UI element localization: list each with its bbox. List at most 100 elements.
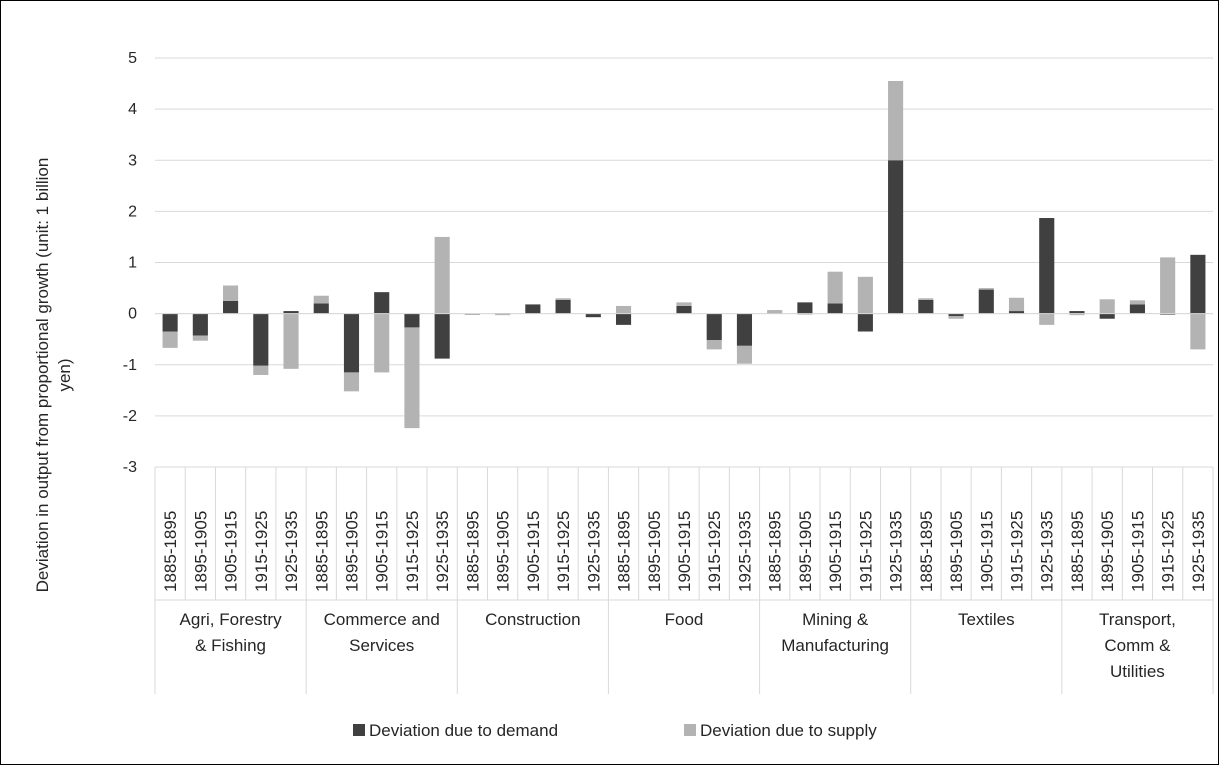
supply-bar (404, 327, 420, 429)
group-label: Utilities (1110, 662, 1165, 681)
demand-bar (343, 313, 360, 373)
demand-bar (797, 302, 813, 314)
demand-bar (1069, 311, 1085, 314)
demand-bar (555, 299, 571, 314)
period-tick-label: 1925-1935 (735, 511, 754, 592)
y-tick-label: 2 (128, 203, 137, 220)
period-tick-label: 1895-1905 (1098, 511, 1117, 592)
period-tick-label: 1895-1905 (342, 511, 361, 592)
period-tick-label: 1895-1905 (494, 511, 513, 592)
period-tick-label: 1925-1935 (433, 511, 452, 592)
period-tick-label: 1915-1925 (856, 511, 875, 592)
supply-bar (827, 271, 843, 304)
period-tick-label: 1925-1935 (584, 511, 603, 592)
demand-bar (1160, 313, 1176, 315)
demand-bar (918, 299, 934, 314)
demand-bar (1129, 304, 1145, 314)
supply-bar (374, 313, 390, 373)
y-axis-title: yen) (55, 358, 74, 391)
group-label: Manufacturing (781, 636, 889, 655)
period-tick-label: 1925-1935 (282, 511, 301, 592)
period-tick-label: 1925-1935 (887, 511, 906, 592)
demand-bar (525, 304, 541, 314)
demand-bar (283, 311, 299, 314)
group-label: Comm & (1104, 636, 1171, 655)
y-tick-label: 5 (128, 50, 137, 67)
legend-swatch (353, 724, 365, 736)
supply-bar (1160, 257, 1176, 314)
period-tick-label: 1905-1915 (977, 511, 996, 592)
period-tick-label: 1905-1915 (373, 511, 392, 592)
supply-bar (706, 340, 722, 350)
period-tick-label: 1895-1905 (796, 511, 815, 592)
supply-bar (253, 365, 269, 375)
demand-bar (676, 305, 692, 314)
period-tick-label: 1895-1905 (947, 511, 966, 592)
y-tick-label: -2 (123, 408, 137, 425)
demand-bar (434, 313, 450, 359)
supply-bar (1008, 297, 1025, 312)
group-label: & Fishing (195, 636, 266, 655)
demand-bar (313, 303, 329, 314)
period-tick-label: 1885-1895 (1068, 511, 1087, 592)
demand-bar (888, 160, 904, 314)
supply-bar (1039, 313, 1055, 325)
period-tick-label: 1915-1925 (252, 511, 271, 592)
y-tick-label: 3 (128, 152, 137, 169)
period-tick-label: 1905-1915 (675, 511, 694, 592)
y-tick-label: -1 (123, 357, 137, 374)
supply-bar (464, 314, 480, 315)
demand-bar (1039, 218, 1055, 314)
period-tick-label: 1925-1935 (1038, 511, 1057, 592)
supply-bar (192, 335, 208, 341)
period-tick-label: 1915-1925 (705, 511, 724, 592)
period-tick-label: 1885-1895 (766, 511, 785, 592)
supply-bar (313, 295, 329, 304)
supply-bar (434, 236, 450, 314)
supply-bar (857, 276, 873, 314)
group-label: Construction (485, 610, 580, 629)
period-tick-label: 1915-1925 (403, 511, 422, 592)
demand-bar (736, 313, 753, 346)
demand-bar (162, 313, 178, 332)
period-tick-label: 1915-1925 (1008, 511, 1027, 592)
supply-bar (343, 372, 360, 392)
supply-bar (888, 81, 904, 161)
group-label: Agri, Forestry (180, 610, 283, 629)
demand-bar (827, 303, 843, 314)
period-tick-label: 1915-1925 (1159, 511, 1178, 592)
supply-bar (283, 313, 299, 369)
legend-swatch (684, 724, 696, 736)
demand-bar (706, 313, 722, 341)
period-tick-label: 1885-1895 (463, 511, 482, 592)
legend-label: Deviation due to demand (369, 721, 558, 740)
supply-bar (223, 285, 239, 301)
period-tick-label: 1895-1905 (191, 511, 210, 592)
demand-bar (978, 289, 994, 314)
supply-bar (1099, 299, 1115, 314)
supply-bar (1190, 313, 1206, 350)
supply-bar (676, 302, 692, 306)
supply-bar (948, 316, 964, 319)
supply-bar (1069, 313, 1085, 316)
demand-bar (857, 313, 873, 332)
group-label: Food (665, 610, 704, 629)
y-tick-label: 4 (128, 101, 137, 118)
group-label: Mining & (802, 610, 869, 629)
demand-bar (1190, 254, 1206, 314)
legend-label: Deviation due to supply (700, 721, 877, 740)
period-tick-label: 1895-1905 (645, 511, 664, 592)
group-label: Transport, (1099, 610, 1176, 629)
demand-bar (615, 313, 632, 325)
demand-bar (1008, 311, 1025, 314)
period-tick-label: 1885-1895 (917, 511, 936, 592)
supply-bar (555, 298, 571, 300)
y-tick-label: -3 (123, 459, 137, 476)
demand-bar (585, 313, 601, 318)
group-label: Textiles (958, 610, 1015, 629)
demand-bar (253, 313, 269, 366)
supply-bar (162, 331, 178, 348)
period-tick-label: 1905-1915 (826, 511, 845, 592)
